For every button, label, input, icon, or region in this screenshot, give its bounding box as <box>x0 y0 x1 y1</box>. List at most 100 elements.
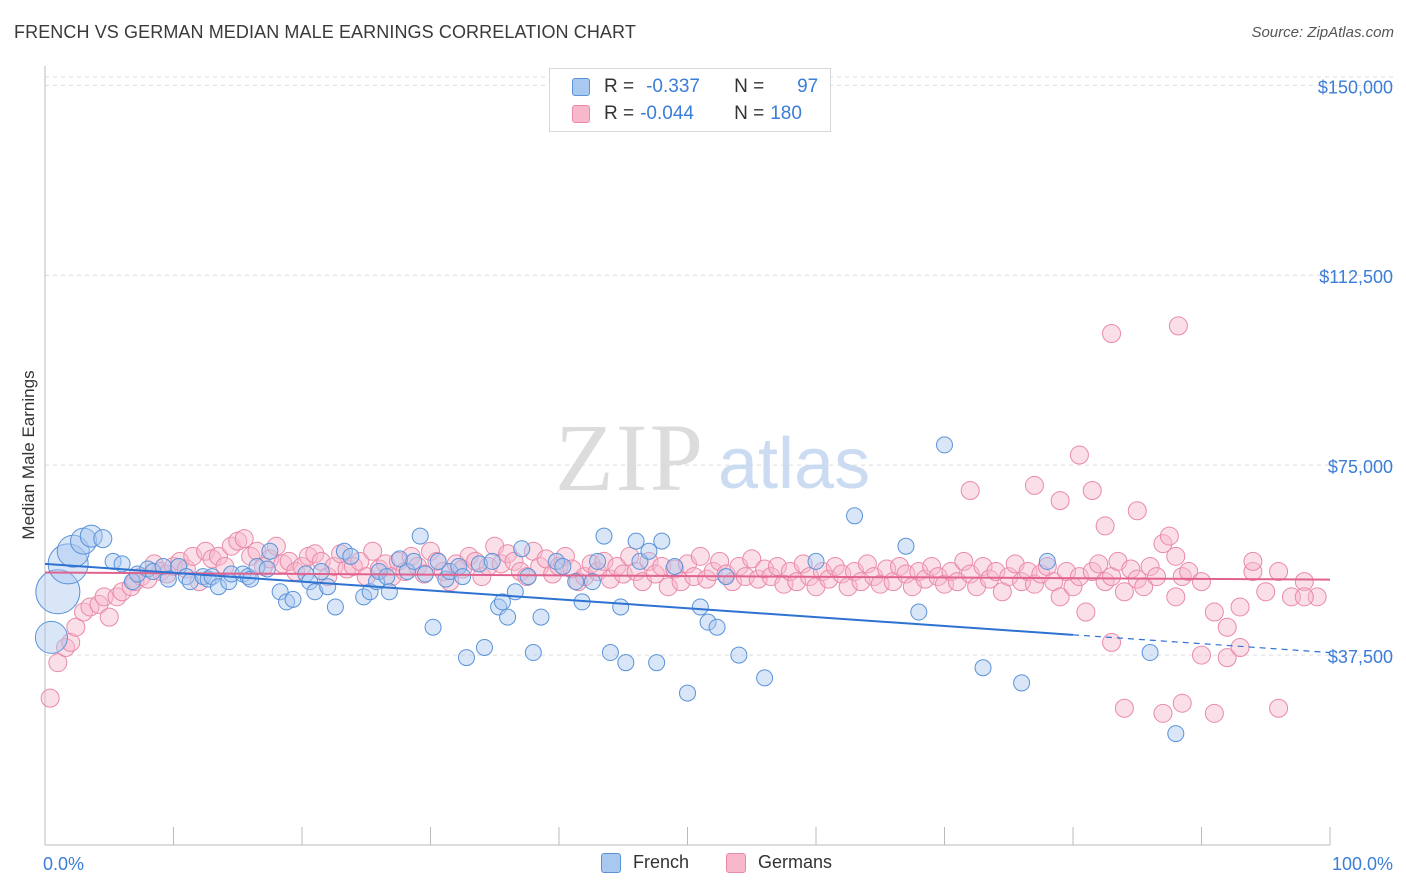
french-point <box>1038 552 1056 570</box>
german-point <box>170 551 190 571</box>
german-point <box>1153 703 1173 723</box>
german-point <box>363 541 383 561</box>
germans-n-label: N = <box>734 103 765 124</box>
german-point <box>1269 562 1289 582</box>
french-point <box>897 537 915 555</box>
y-axis-title: Median Male Earnings <box>19 370 38 539</box>
german-point <box>1204 703 1224 723</box>
german-point <box>671 572 691 592</box>
german-point <box>922 556 942 576</box>
german-point <box>61 632 81 652</box>
french-points <box>34 436 1185 743</box>
french-point <box>974 659 992 677</box>
german-point <box>645 564 665 584</box>
chart-source: Source: ZipAtlas.com <box>1251 24 1394 41</box>
german-point <box>857 554 877 574</box>
french-point <box>424 618 442 636</box>
german-point <box>954 551 974 571</box>
bottom-french-label: French <box>633 852 690 872</box>
german-point <box>1256 582 1276 602</box>
bottom-germans-swatch <box>726 852 746 873</box>
french-point <box>583 573 601 591</box>
french-point <box>554 557 572 575</box>
french-point <box>1141 644 1159 662</box>
french-trend-line <box>44 562 1074 636</box>
y-tick-label: $112,500 <box>1319 267 1393 287</box>
french-point <box>93 529 113 549</box>
german-point <box>1230 597 1250 617</box>
german-point <box>1089 554 1109 574</box>
germans-n-value: 180 <box>770 103 802 124</box>
german-point <box>793 554 813 574</box>
german-point <box>1192 572 1211 592</box>
french-point <box>524 644 542 662</box>
french-point <box>627 532 645 550</box>
german-point <box>1166 587 1186 607</box>
axes <box>44 66 1331 846</box>
german-point <box>1095 572 1115 592</box>
german-point <box>1179 562 1199 582</box>
german-point <box>1168 316 1188 336</box>
german-point <box>504 551 524 571</box>
french-point <box>499 608 517 626</box>
german-point <box>1069 567 1089 587</box>
german-point <box>1294 587 1314 607</box>
german-point <box>941 562 961 582</box>
german-point <box>1230 637 1250 657</box>
french-point <box>209 578 227 596</box>
german-point <box>1069 445 1089 465</box>
french-point <box>679 684 696 702</box>
french-point <box>457 649 475 667</box>
french-point <box>34 620 68 654</box>
legend-row-french: R = -0.337 N = 97 <box>572 75 818 99</box>
y-tick-label: $37,500 <box>1328 647 1393 667</box>
german-point <box>1172 693 1192 713</box>
german-point <box>1050 491 1070 511</box>
french-point <box>756 669 774 687</box>
watermark-zip: ZIP <box>555 404 705 511</box>
german-point <box>1024 574 1044 594</box>
german-point <box>1114 698 1134 718</box>
german-point <box>1159 526 1179 546</box>
french-point <box>159 570 177 588</box>
german-point <box>208 546 228 566</box>
french-point <box>319 578 337 596</box>
german-point <box>1102 323 1122 343</box>
german-point <box>99 607 119 627</box>
french-point <box>1167 725 1185 743</box>
german-point <box>1217 617 1237 637</box>
french-point <box>312 563 330 581</box>
german-point <box>973 556 993 576</box>
german-point <box>74 602 94 622</box>
french-n-label: N = <box>734 76 765 97</box>
german-point <box>343 556 363 576</box>
german-points <box>40 316 1327 723</box>
german-point <box>890 556 910 576</box>
watermark-atlas: atlas <box>718 424 870 504</box>
german-point <box>767 556 787 576</box>
french-point <box>910 603 928 621</box>
x-tick-label: 100.0% <box>1332 854 1393 874</box>
german-point <box>986 562 1006 582</box>
german-point <box>1114 582 1134 602</box>
french-point <box>595 527 613 545</box>
french-point <box>648 654 666 672</box>
german-point <box>498 544 518 564</box>
french-trend-extension <box>1072 634 1331 654</box>
french-point <box>730 646 748 664</box>
german-point <box>1269 698 1289 718</box>
german-point <box>241 546 261 566</box>
french-point <box>35 569 81 615</box>
french-point <box>532 608 550 626</box>
german-point <box>1204 602 1224 622</box>
french-point <box>154 557 172 575</box>
german-point <box>1243 562 1263 582</box>
french-n-value: 97 <box>797 76 819 97</box>
german-point <box>697 569 717 589</box>
zipatlas-watermark: ZIP atlas <box>555 404 870 511</box>
german-point <box>1127 501 1147 521</box>
bottom-french-swatch <box>601 852 621 873</box>
french-point <box>653 532 671 550</box>
german-point <box>1153 534 1173 554</box>
german-point <box>279 551 299 571</box>
